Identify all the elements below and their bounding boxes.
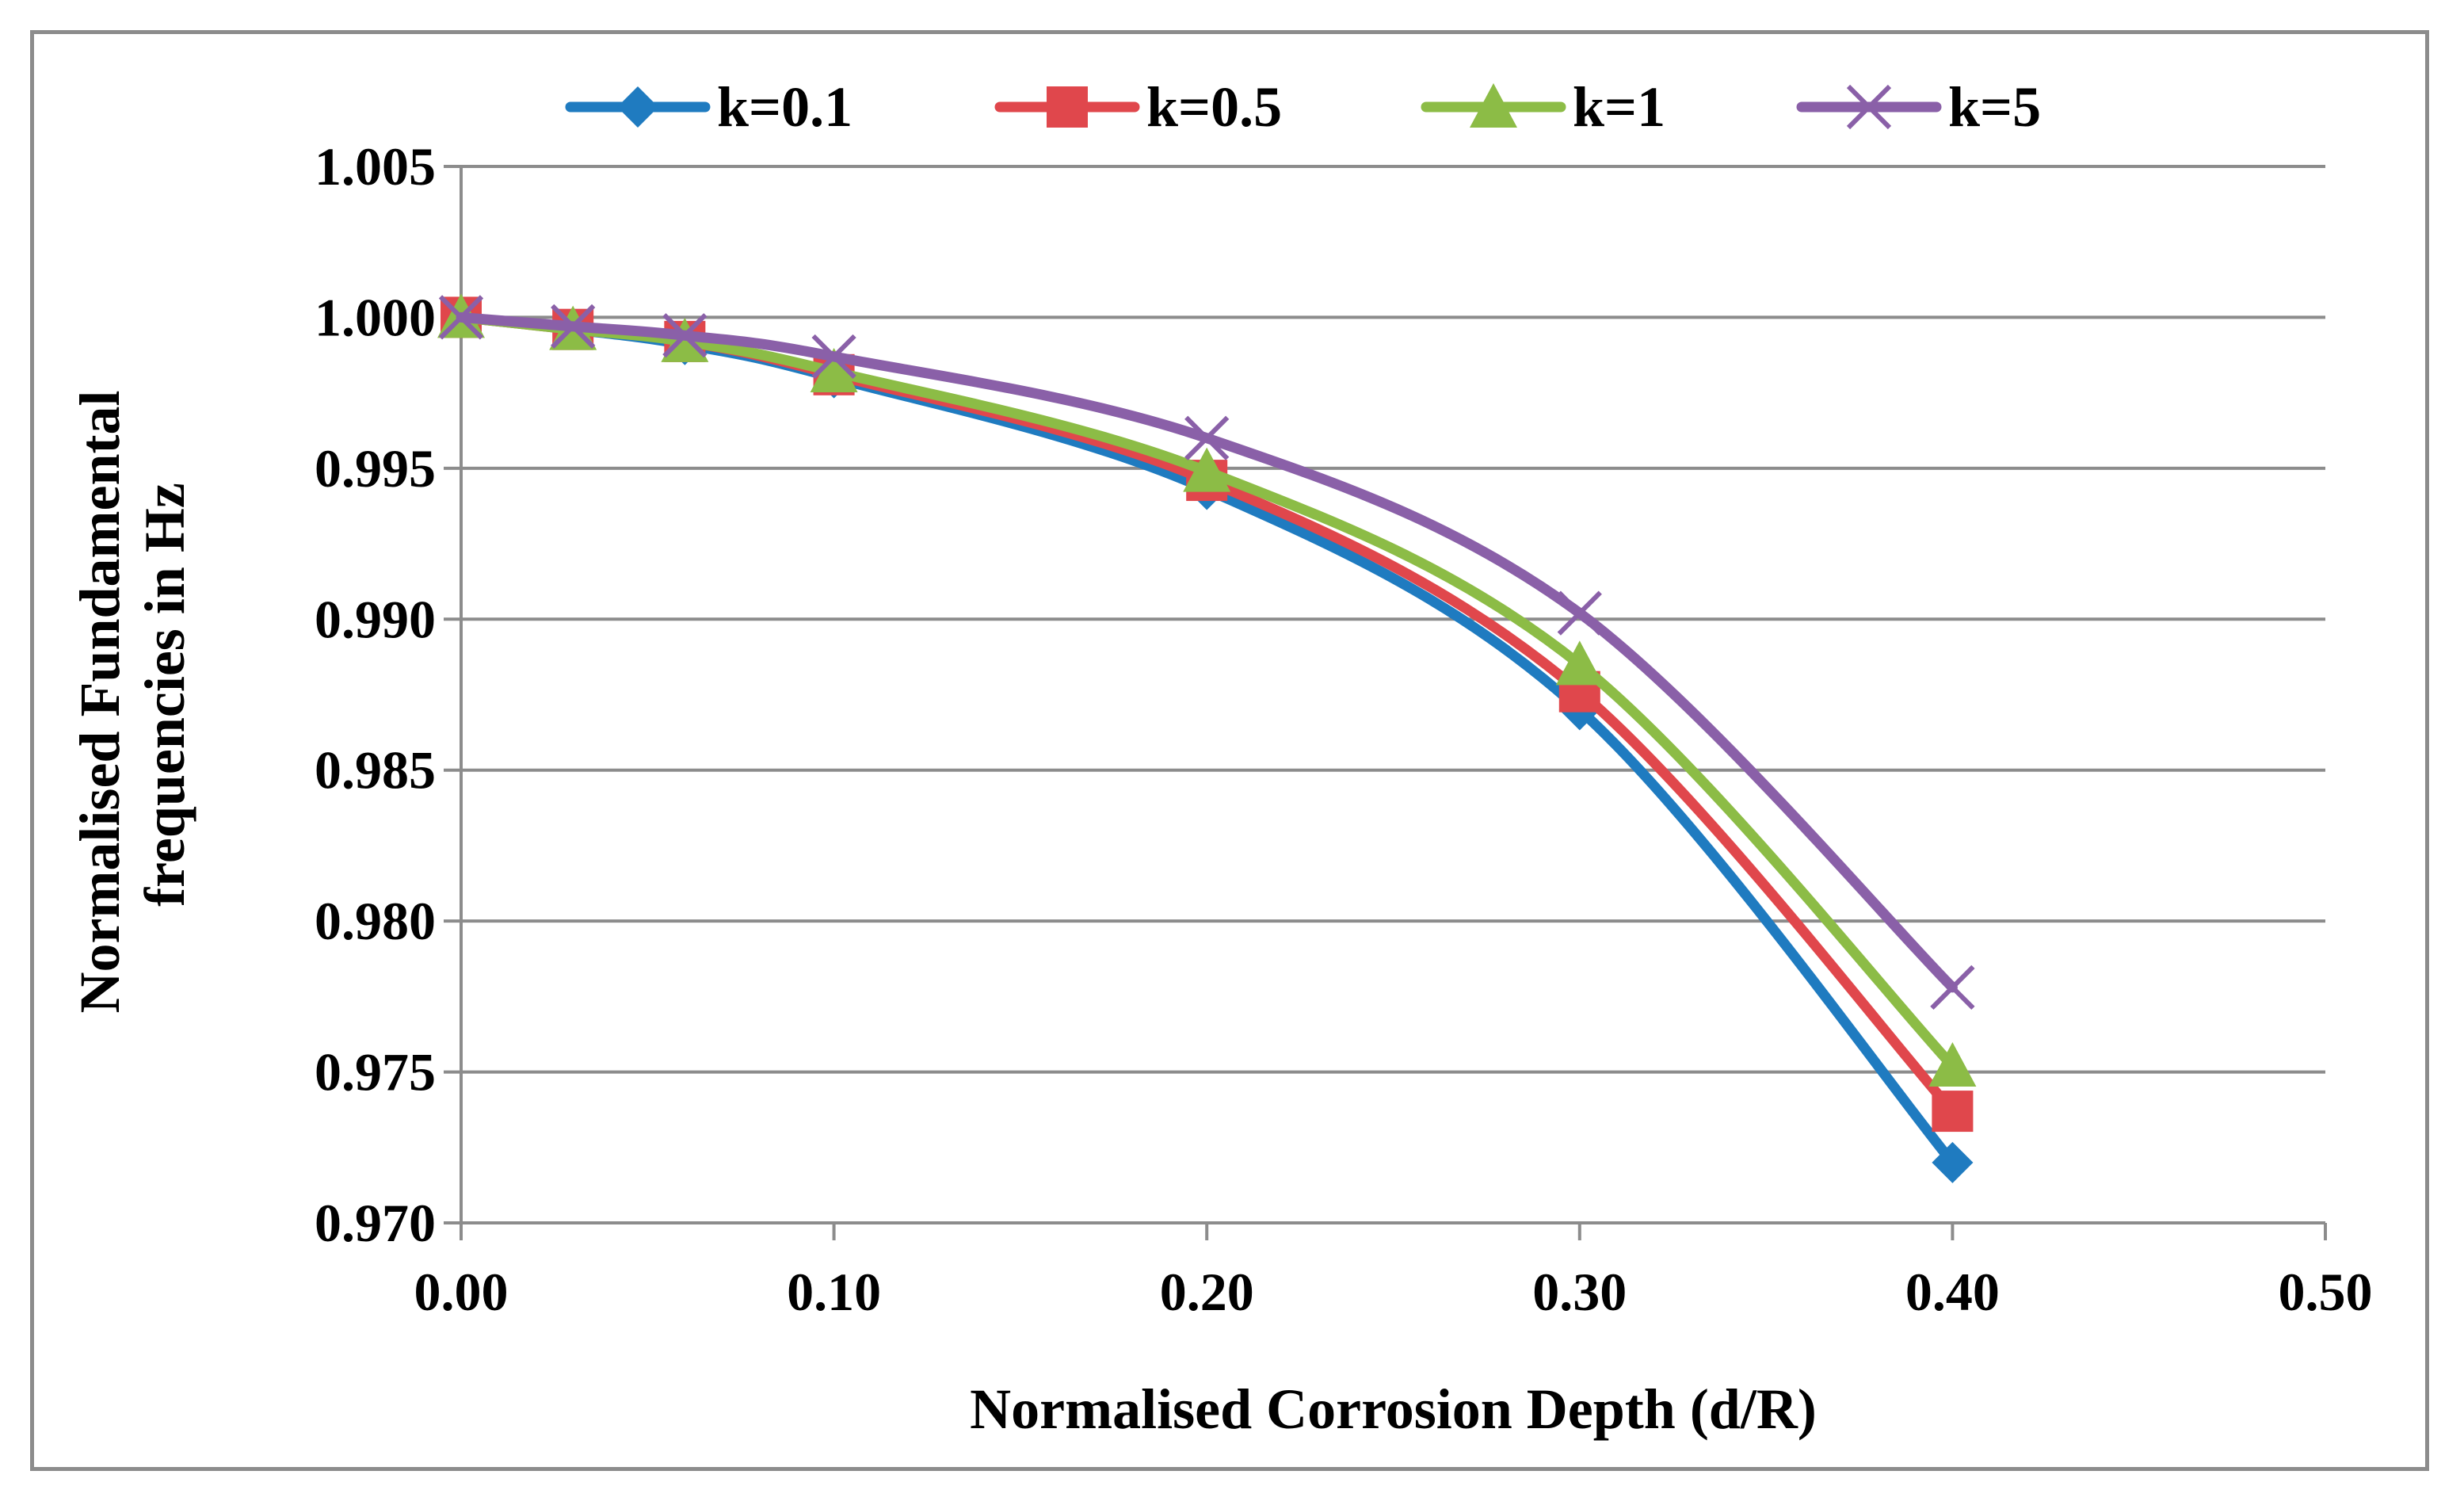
series-line [456,311,1958,1168]
legend-marker [1470,83,1517,128]
legend-item-k=0.1: k=0.1 [565,75,852,139]
series-line [456,311,1958,993]
tick-labels: 0.970 0.975 0.980 0.985 0.990 0.995 1.000 1.005… [315,136,2373,1322]
series-k=0.1 [441,296,1974,1183]
series-k=5 [438,295,1975,1010]
data-point [1184,415,1230,460]
series-k=0.5 [441,296,1974,1133]
data-point [1928,1041,1977,1087]
data-point [1183,447,1231,492]
legend-item-k=1: k=1 [1421,75,1665,139]
data-point [1555,640,1604,686]
legend-label: k=0.5 [1146,75,1282,139]
legend: k=0.1 k=0.5 k=1 k=5 [565,75,2041,139]
y-tick-label: 0.970 [315,1193,436,1253]
y-tick-label: 1.000 [315,287,436,347]
y-tick-label: 0.995 [315,438,436,499]
series-line [456,311,1958,1072]
y-axis-title-line-2: frequencies in Hz [133,483,196,907]
y-tick-label: 1.005 [315,136,436,197]
data-point [1932,1141,1974,1183]
series-k=1 [437,293,1977,1087]
x-tick-label: 0.10 [787,1262,881,1322]
legend-marker [617,86,658,128]
x-tick-label: 0.20 [1160,1262,1254,1322]
x-axis-title: Normalised Corrosion Depth (d/R) [970,1377,1817,1441]
data-point [810,347,858,392]
legend-label: k=0.1 [717,75,852,139]
series-group [437,293,1977,1183]
data-point [438,295,484,340]
legend-label: k=1 [1573,75,1665,139]
data-point [662,313,708,358]
data-point [1557,590,1602,636]
y-tick-label: 0.990 [315,589,436,649]
axes [444,165,2327,1240]
x-tick-label: 0.50 [2279,1262,2373,1322]
data-point [1930,965,1975,1010]
chart-frame [30,30,2429,1471]
y-tick-label: 0.985 [315,740,436,800]
x-tick-label: 0.40 [1905,1262,2000,1322]
y-axis-title-line-1: Normalised Fundamental [68,390,132,1013]
y-tick-label: 0.980 [315,891,436,951]
y-axis-title: Normalised Fundamental frequencies in Hz [68,376,196,1013]
data-point [1932,1091,1974,1133]
grid-lines [461,165,2325,1074]
x-tick-label: 0.00 [414,1262,509,1322]
legend-label: k=5 [1948,75,2041,139]
data-point [811,334,856,380]
legend-item-k=5: k=5 [1796,75,2041,139]
x-tick-label: 0.30 [1532,1262,1627,1322]
legend-item-k=0.5: k=0.5 [994,75,1282,139]
data-point [551,304,596,349]
legend-marker [1846,84,1892,130]
legend-marker [1047,86,1088,128]
y-tick-label: 0.975 [315,1042,436,1102]
